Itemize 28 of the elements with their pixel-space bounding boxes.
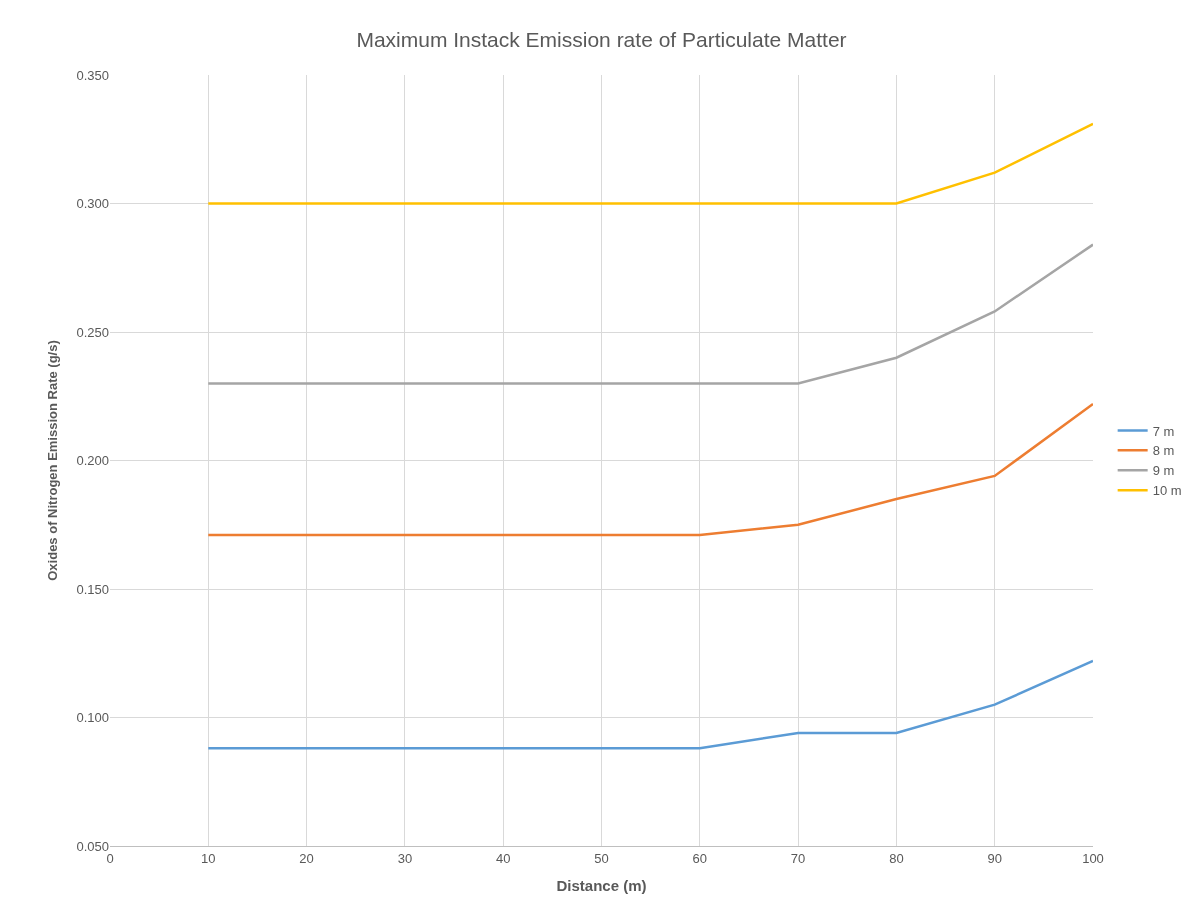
y-tick-label: 0.200	[76, 453, 109, 469]
y-tick-label: 0.150	[76, 581, 109, 597]
y-tick-label: 0.350	[76, 67, 109, 83]
y-tick-label: 0.050	[76, 838, 109, 854]
y-tick-label: 0.300	[76, 196, 109, 212]
y-axis-title: Oxides of Nitrogen Emission Rate (g/s)	[45, 340, 61, 581]
line-series	[207, 243, 1093, 385]
x-tick-label: 40	[495, 850, 511, 866]
line-series	[207, 402, 1093, 537]
chart-title: Maximum Instack Emission rate of Particulate Matter	[356, 27, 847, 51]
line-series	[207, 659, 1093, 750]
x-tick-label: 0	[106, 850, 114, 866]
x-tick-label: 20	[299, 850, 314, 866]
legend-label: 8 m	[1152, 443, 1175, 459]
legend-label: 10 m	[1152, 483, 1182, 499]
x-tick-label: 10	[201, 850, 216, 866]
x-axis-title: Distance (m)	[556, 876, 647, 894]
x-tick-label: 70	[790, 850, 806, 866]
x-tick-label: 90	[987, 850, 1002, 866]
x-tick-label: 100	[1082, 850, 1104, 866]
legend-label: 7 m	[1152, 423, 1175, 439]
y-tick-label: 0.100	[76, 710, 109, 726]
x-tick-label: 60	[692, 850, 708, 866]
x-tick-label: 80	[889, 850, 904, 866]
x-tick-label: 30	[397, 850, 413, 866]
legend-label: 9 m	[1152, 463, 1175, 479]
x-tick-label: 50	[594, 850, 609, 866]
y-tick-label: 0.250	[76, 324, 109, 340]
